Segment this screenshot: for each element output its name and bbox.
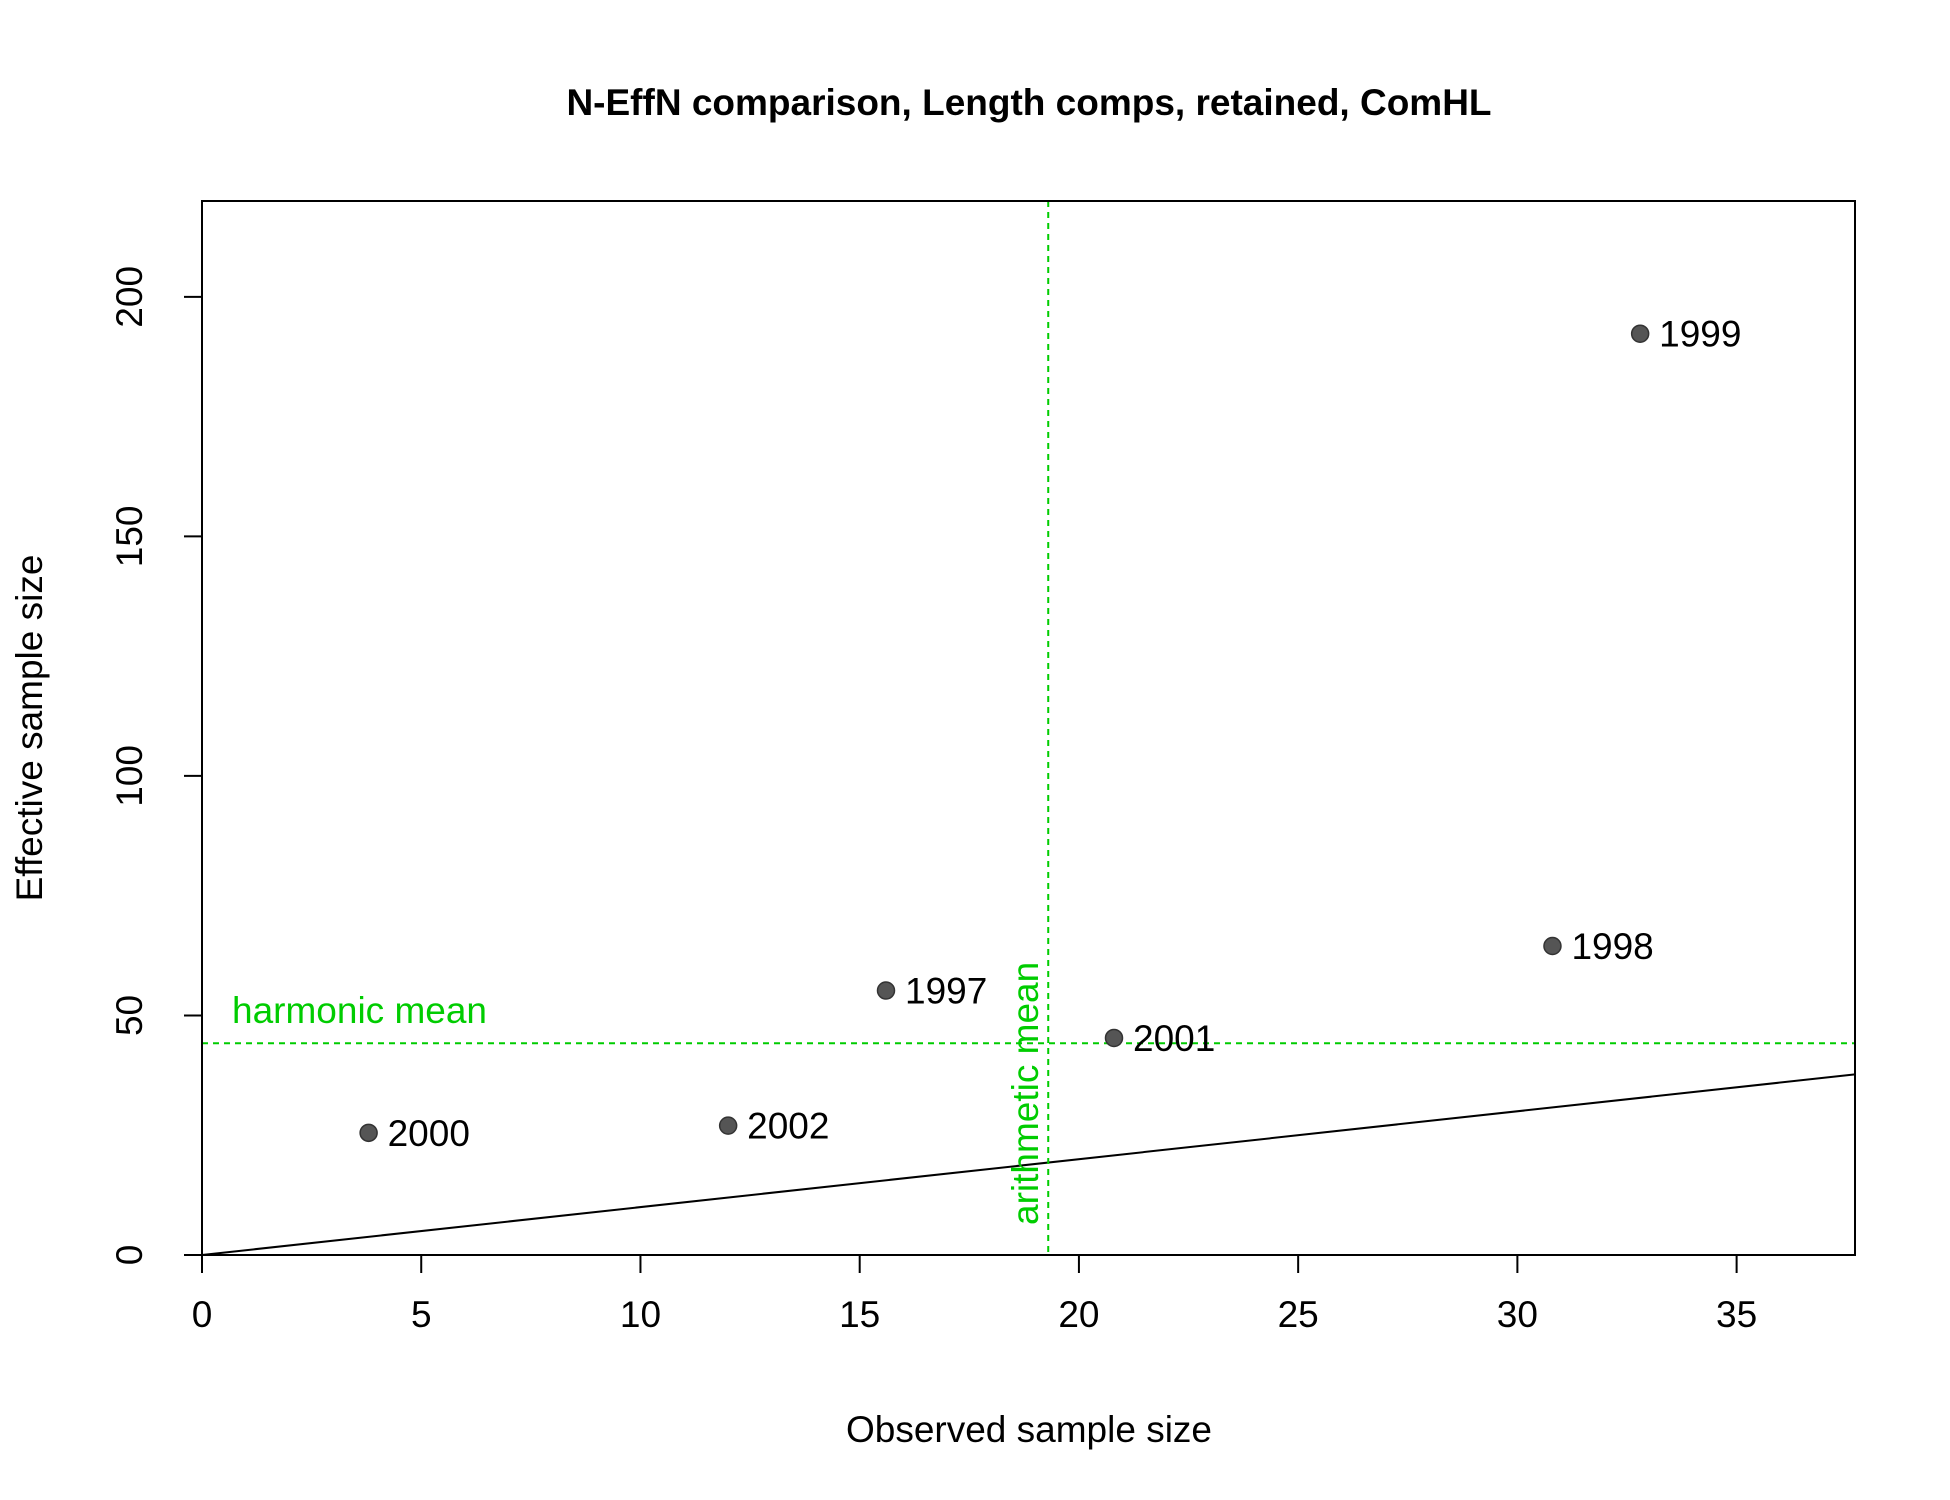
- y-tick-label: 150: [109, 505, 150, 567]
- y-axis: 0 50 100 150 200: [109, 266, 203, 1266]
- x-tick-label: 25: [1278, 1294, 1319, 1335]
- data-point-1997: [876, 981, 896, 1000]
- data-point-1998: [1543, 936, 1562, 956]
- y-tick-label: 50: [109, 995, 150, 1036]
- x-axis-label: Observed sample size: [846, 1409, 1212, 1450]
- chart-title: N-EffN comparison, Length comps, retaine…: [566, 82, 1491, 123]
- data-label-1999: 1999: [1659, 314, 1741, 355]
- y-tick-label: 200: [109, 266, 150, 328]
- x-tick-label: 35: [1716, 1294, 1757, 1335]
- x-tick-label: 10: [620, 1294, 661, 1335]
- harmonic-mean-label: harmonic mean: [232, 990, 487, 1031]
- data-label-1998: 1998: [1571, 926, 1653, 967]
- data-point-2000: [359, 1123, 378, 1143]
- x-tick-label: 20: [1058, 1294, 1099, 1335]
- data-label-2002: 2002: [747, 1106, 829, 1147]
- data-point-2001: [1104, 1028, 1124, 1048]
- y-tick-label: 0: [109, 1245, 150, 1266]
- data-label-2001: 2001: [1133, 1018, 1215, 1059]
- data-label-2000: 2000: [388, 1113, 470, 1154]
- x-tick-label: 30: [1497, 1294, 1538, 1335]
- data-point-1999: [1630, 324, 1650, 343]
- arithmetic-mean-label: arithmetic mean: [1005, 962, 1046, 1225]
- one-to-one-line: [201, 1073, 1856, 1256]
- x-tick-label: 15: [839, 1294, 880, 1335]
- y-tick-label: 100: [109, 745, 150, 807]
- data-point-2002: [718, 1116, 738, 1135]
- x-tick-label: 5: [411, 1294, 432, 1335]
- y-axis-label: Effective sample size: [9, 555, 50, 902]
- x-tick-label: 0: [192, 1294, 213, 1335]
- x-axis: 0 5 10 15 20 25 30 35: [192, 1254, 1757, 1335]
- data-label-1997: 1997: [905, 971, 987, 1012]
